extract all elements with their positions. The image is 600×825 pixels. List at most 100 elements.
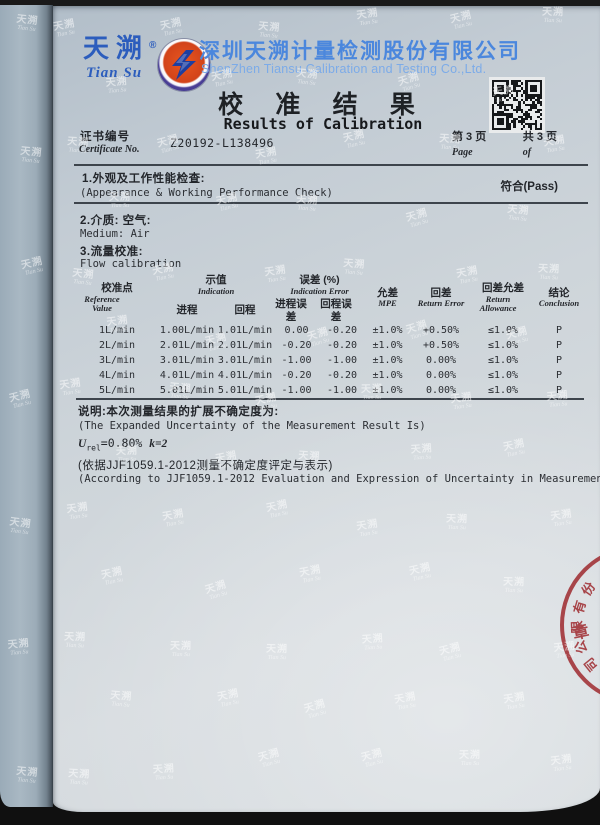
table-cell: -0.20 bbox=[281, 340, 312, 352]
note-standard-en: (According to JJF1059.1-2012 Evaluation … bbox=[78, 473, 600, 485]
table-cell: P bbox=[555, 370, 563, 382]
table-row: 5L/min 5.01L/min 5.01L/min -1.00 -1.00 ±1.0% 0… bbox=[76, 383, 584, 399]
table-cell: 0.00% bbox=[425, 355, 457, 367]
brand-logo-text: 天溯® bbox=[83, 35, 156, 61]
paper-watermark: 天溯 Tian Su bbox=[393, 691, 418, 712]
table-cell: 3.01L/min bbox=[217, 355, 273, 367]
page-total-en: of bbox=[522, 147, 532, 158]
paper-watermark: 天溯 Tian Su bbox=[553, 641, 577, 661]
paper-watermark: 天溯 Tian Su bbox=[15, 766, 39, 786]
brand-logo-cn: 天溯 bbox=[83, 33, 150, 63]
u-rest: =0.80% bbox=[100, 436, 150, 450]
k-part: k=2 bbox=[149, 438, 168, 450]
table-cell: +0.50% bbox=[422, 325, 460, 337]
table-cell: -0.20 bbox=[281, 370, 312, 382]
table-cell: P bbox=[555, 355, 563, 367]
table-cell: 2L/min bbox=[98, 340, 136, 352]
paper-watermark: 天溯 Tian Su bbox=[20, 256, 44, 278]
paper-watermark: 天溯 Tian Su bbox=[408, 561, 432, 583]
table-cell: 2.01L/min bbox=[159, 340, 215, 352]
calibration-table: 校准点 Reference Value 示值 Indication 误差 (%)… bbox=[76, 272, 584, 401]
table-row: 3L/min 3.01L/min 3.01L/min -1.00 -1.00 ±1.0% 0… bbox=[76, 353, 584, 368]
col-header-return-error: 回差 Return Error bbox=[417, 286, 465, 309]
paper-watermark: 天溯 Tian Su bbox=[162, 508, 186, 529]
paper-watermark: 天溯 Tian Su bbox=[449, 9, 474, 31]
paper-watermark: 天溯 Tian Su bbox=[110, 690, 133, 709]
table-cell: 2.01L/min bbox=[217, 340, 273, 352]
table-cell: -0.20 bbox=[326, 370, 358, 382]
page-current-en: Page bbox=[452, 147, 473, 158]
certificate-number-label-cn: 证书编号 bbox=[80, 131, 130, 143]
paper-watermark: 天溯 Tian Su bbox=[216, 688, 241, 709]
table-cell: ±1.0% bbox=[372, 385, 403, 397]
page-indicator-total: 共 3 页 of bbox=[523, 128, 557, 158]
table-cell: P bbox=[555, 385, 563, 397]
table-row: 2L/min 2.01L/min 2.01L/min -0.20 -0.20 ±1.0% +… bbox=[76, 338, 584, 353]
paper-watermark: 天溯 Tian Su bbox=[542, 6, 565, 25]
paper-watermark: 天溯 Tian Su bbox=[169, 640, 193, 659]
paper-watermark: 天溯 Tian Su bbox=[152, 763, 175, 782]
certificate-number-label-en: Certificate No. bbox=[79, 144, 140, 155]
col-header-indication: 示值 Indication bbox=[197, 274, 235, 296]
col-header-reference: 校准点 Reference Value bbox=[84, 281, 133, 313]
red-seal-stamp-icon: 份有限公司✳章 bbox=[540, 525, 600, 725]
table-cell: ±1.0% bbox=[372, 370, 403, 382]
paper-watermark: 天溯 Tian Su bbox=[204, 579, 229, 602]
table-cell: -1.00 bbox=[326, 355, 358, 367]
col-header-error: 误差 (%) Indication Error bbox=[290, 274, 349, 296]
table-cell: P bbox=[555, 325, 563, 337]
paper-watermark: 天溯 Tian Su bbox=[265, 499, 290, 521]
certificate-page: 天溯® Tian Su 深圳天溯计量检测股份有限公司 ShenZhen Tian… bbox=[53, 6, 600, 812]
adjacent-page-edge: 天溯 Tian Su 天溯 Tian Su 天溯 Tian Su 天溯 Tian Su 天溯 Ti… bbox=[0, 5, 53, 807]
note-uncertainty-cn: 说明:本次测量结果的扩展不确定度为: bbox=[78, 406, 279, 418]
table-cell: P bbox=[555, 340, 563, 352]
svg-text:有: 有 bbox=[571, 599, 589, 616]
subcol-forward-error: 进程误差 bbox=[275, 298, 307, 323]
paper-watermark: 天溯 Tian Su bbox=[550, 754, 574, 774]
paper-watermark: 天溯 Tian Su bbox=[404, 207, 429, 229]
paper-watermark: 天溯 Tian Su bbox=[8, 516, 32, 537]
calibration-table-body: 1L/min 1.00L/min 1.01L/min 0.00 -0.20 ±1.0% +0… bbox=[76, 323, 584, 399]
qr-code-icon bbox=[489, 77, 545, 133]
paper-watermark: 天溯 Tian Su bbox=[446, 513, 469, 532]
paper-watermark: 天溯 Tian Su bbox=[550, 508, 574, 529]
table-cell: ≤1.0% bbox=[487, 355, 519, 367]
document-title-cn: 校 准 结 果 bbox=[218, 92, 428, 119]
registered-mark-icon: ® bbox=[149, 40, 157, 51]
page-indicator-current: 第 3 页 Page bbox=[452, 128, 486, 158]
paper-watermark: 天溯 Tian Su bbox=[361, 633, 384, 652]
paper-watermark: 天溯 Tian Su bbox=[67, 768, 91, 787]
page-current-cn: 第 3 页 bbox=[452, 131, 487, 143]
table-cell: 4.01L/min bbox=[159, 370, 215, 382]
section-appearance-check-cn: 1.外观及工作性能检查: bbox=[82, 173, 205, 185]
table-cell: ±1.0% bbox=[372, 325, 403, 337]
table-cell: 0.00 bbox=[284, 325, 309, 337]
paper-watermark: 天溯 Tian Su bbox=[7, 638, 31, 658]
company-logo-icon bbox=[158, 39, 210, 91]
section-medium-cn: 2.介质: 空气: bbox=[80, 215, 151, 227]
certificate-number-value: Z20192-L138496 bbox=[170, 136, 274, 150]
table-cell: 5L/min bbox=[98, 385, 136, 397]
uncertainty-value: Urel=0.80% k=2 bbox=[78, 436, 167, 452]
table-cell: -0.20 bbox=[326, 325, 358, 337]
section-medium-en: Medium: Air bbox=[80, 228, 150, 240]
paper-watermark: 天溯 Tian Su bbox=[355, 518, 380, 539]
u-symbol: U bbox=[78, 438, 87, 450]
table-row: 4L/min 4.01L/min 4.01L/min -0.20 -0.20 ±1.0% 0… bbox=[76, 368, 584, 383]
svg-text:司: 司 bbox=[581, 655, 600, 675]
paper-watermark: 天溯 Tian Su bbox=[100, 565, 125, 587]
table-cell: 1L/min bbox=[98, 325, 136, 337]
document-title-en: Results of Calibration bbox=[223, 115, 423, 133]
paper-watermark: 天溯 Tian Su bbox=[458, 749, 481, 767]
table-cell: 5.01L/min bbox=[217, 385, 273, 397]
col-header-conclusion: 结论 Conclusion bbox=[538, 286, 580, 309]
paper-watermark: 天溯 Tian Su bbox=[298, 564, 323, 585]
paper-watermark: 天溯 Tian Su bbox=[359, 747, 384, 769]
table-cell: 0.00% bbox=[425, 370, 457, 382]
svg-text:份: 份 bbox=[579, 578, 599, 598]
paper-watermark: 天溯 Tian Su bbox=[64, 631, 87, 650]
svg-text:限: 限 bbox=[569, 619, 584, 634]
page-indicator: 第 3 页 Page 共 3 页 of bbox=[452, 128, 557, 158]
table-cell: ±1.0% bbox=[372, 340, 403, 352]
paper-watermark: 天溯 Tian Su bbox=[8, 388, 33, 411]
